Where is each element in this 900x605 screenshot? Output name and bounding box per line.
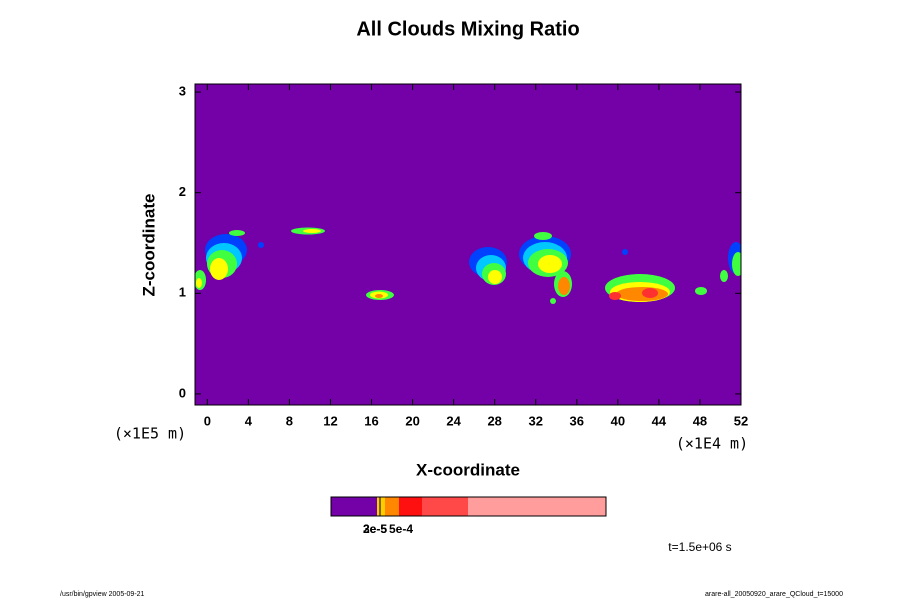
y-tick-label: 2: [179, 184, 186, 199]
x-unit: (×1E4 m): [676, 435, 748, 453]
footer-right: arare-all_20050920_arare_QCloud_t=15000: [705, 591, 843, 598]
cloud: [732, 252, 741, 276]
cloud: [196, 278, 202, 288]
footer-left: /usr/bin/gpview 2005-09-21: [60, 591, 145, 598]
cloud: [558, 277, 570, 295]
x-tick-label: 8: [286, 413, 293, 428]
cloud: [534, 232, 552, 240]
x-tick-label: 48: [693, 413, 707, 428]
colorbar-frame: [330, 496, 607, 517]
x-tick-label: 4: [245, 413, 253, 428]
cloud: [550, 298, 556, 304]
x-tick-label: 12: [323, 413, 337, 428]
cloud: [210, 258, 228, 280]
x-tick-label: 52: [734, 413, 748, 428]
plot-frame: [194, 83, 742, 406]
colorbar-label: 5e-4: [389, 522, 413, 536]
colorbar-segment: [399, 497, 422, 516]
y-tick-label: 3: [179, 83, 186, 98]
cloud: [695, 287, 707, 295]
cloud: [375, 294, 383, 298]
cloud-field: [195, 227, 741, 304]
plot-background: [195, 84, 741, 405]
x-tick-label: 0: [204, 413, 211, 428]
y-unit: (×1E5 m): [114, 425, 186, 443]
cloud: [303, 229, 321, 233]
cloud: [609, 292, 621, 300]
colorbar-label: 2e-5: [363, 522, 387, 536]
chart-title: All Clouds Mixing Ratio: [356, 18, 579, 40]
x-tick-label: 24: [446, 413, 461, 428]
x-tick-label: 40: [611, 413, 625, 428]
y-tick-label: 0: [179, 385, 186, 400]
colorbar-segment: [385, 497, 399, 516]
x-axis-label: X-coordinate: [416, 460, 520, 479]
x-tick-label: 36: [570, 413, 584, 428]
x-tick-label: 28: [487, 413, 501, 428]
cloud: [720, 270, 728, 282]
x-tick-label: 16: [364, 413, 378, 428]
y-axis-label: Z-coordinate: [139, 194, 158, 297]
colorbar-segment: [468, 497, 606, 516]
cloud: [258, 242, 264, 248]
colorbar-segment: [331, 497, 377, 516]
cloud: [538, 255, 562, 273]
cloud: [616, 287, 668, 301]
cloud: [622, 249, 628, 255]
x-tick-label: 32: [529, 413, 543, 428]
colorbar-segment: [377, 497, 385, 516]
time-label: t=1.5e+06 s: [668, 540, 731, 554]
cloud: [488, 270, 502, 284]
y-tick-label: 1: [179, 285, 186, 300]
x-tick-label: 44: [652, 413, 667, 428]
cloud: [642, 288, 658, 298]
colorbar-segment: [422, 497, 468, 516]
x-tick-label: 20: [405, 413, 419, 428]
cloud: [229, 230, 245, 236]
colorbar-label: 3e-5: [363, 522, 387, 536]
